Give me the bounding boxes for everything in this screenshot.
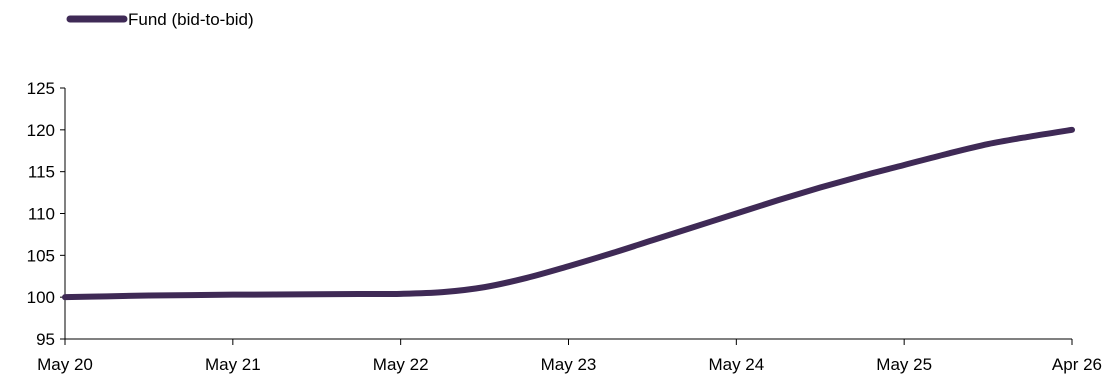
x-tick-label: May 24: [708, 355, 764, 374]
x-ticks: May 20 May 21 May 22 May 23 May 24 May 25 Apr …: [37, 339, 1102, 374]
x-tick-label: May 23: [541, 355, 597, 374]
plot-area: [62, 126, 1075, 301]
y-tick-label: 100: [27, 288, 55, 307]
y-tick-label: 105: [27, 246, 55, 265]
legend-label: Fund (bid-to-bid): [128, 10, 254, 29]
y-tick-label: 110: [28, 205, 55, 224]
y-tick-label: 95: [36, 330, 55, 349]
x-tick-label: May 25: [876, 355, 932, 374]
legend: Fund (bid-to-bid): [66, 10, 254, 29]
y-ticks: 95 100 105 110 115 120 125: [27, 79, 65, 349]
x-tick-label: Apr 26: [1052, 355, 1102, 374]
y-tick-label: 120: [27, 121, 55, 140]
x-tick-label: May 22: [373, 355, 429, 374]
x-tick-label: May 20: [37, 355, 93, 374]
x-tick-label: May 21: [205, 355, 261, 374]
axes: [64, 88, 1072, 340]
series-line-fund: [62, 126, 1075, 301]
y-tick-label: 125: [27, 79, 55, 98]
y-tick-label: 115: [28, 163, 55, 182]
